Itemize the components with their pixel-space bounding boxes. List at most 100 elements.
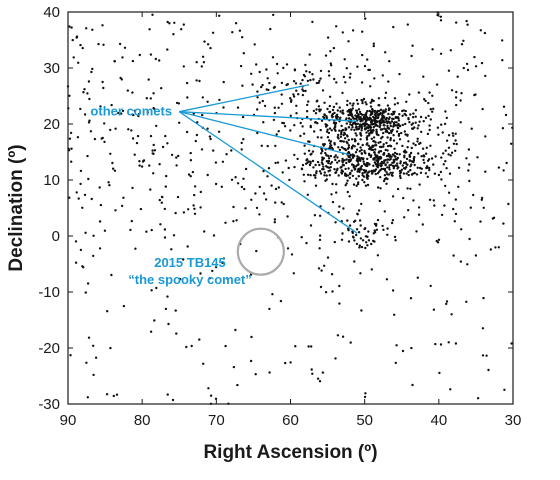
comet-point <box>328 139 331 142</box>
comet-point <box>84 291 88 294</box>
comet-point <box>177 154 180 158</box>
comet-point <box>114 209 117 212</box>
comet-point <box>190 344 193 348</box>
comet-point <box>385 171 388 174</box>
comet-point <box>326 36 330 39</box>
comet-point <box>198 338 201 341</box>
comet-point <box>166 48 169 51</box>
comet-point <box>353 145 356 148</box>
comet-point <box>289 361 292 364</box>
comet-point <box>145 97 148 100</box>
comet-point <box>367 68 370 72</box>
comet-point <box>195 79 198 82</box>
comet-point <box>454 198 457 201</box>
comet-point <box>222 106 225 109</box>
comet-point <box>421 147 425 150</box>
comet-point <box>131 59 135 63</box>
comet-point <box>357 168 360 171</box>
comet-point <box>479 220 482 223</box>
comet-point <box>299 82 302 85</box>
comet-point <box>410 346 413 350</box>
comet-point <box>357 113 360 117</box>
comet-point <box>103 229 107 232</box>
comet-point <box>182 211 186 214</box>
comet-point <box>360 168 363 171</box>
comet-point <box>314 121 317 124</box>
comet-point <box>363 64 367 68</box>
comet-point <box>185 345 188 349</box>
comet-point <box>361 172 364 175</box>
comet-point <box>371 171 374 174</box>
comet-point <box>466 68 470 72</box>
comet-point <box>408 121 411 124</box>
comet-point <box>164 307 168 311</box>
comet-point <box>394 164 397 167</box>
comet-point <box>340 238 344 241</box>
comet-point <box>418 142 421 146</box>
comet-point <box>217 130 221 133</box>
comet-point <box>416 166 419 169</box>
comet-point <box>312 109 316 113</box>
comet-point <box>368 147 371 151</box>
comet-point <box>378 150 381 153</box>
comet-point <box>232 365 236 369</box>
comet-point <box>360 309 363 312</box>
comet-point <box>264 198 268 201</box>
comet-point <box>405 157 409 161</box>
comet-point <box>334 154 337 157</box>
plot-frame <box>67 11 514 405</box>
comet-point <box>318 108 321 111</box>
comet-point <box>358 246 361 249</box>
comet-point <box>391 113 394 116</box>
comet-point <box>84 231 87 234</box>
comet-point <box>481 107 484 111</box>
comet-point <box>404 161 407 164</box>
comet-point <box>224 221 227 224</box>
comet-point <box>359 272 362 275</box>
comet-point <box>331 115 334 119</box>
comet-point <box>418 120 421 123</box>
comet-point <box>395 121 398 124</box>
comet-point <box>380 117 383 121</box>
comet-point <box>356 122 359 126</box>
comet-point <box>360 202 363 206</box>
comet-point <box>174 309 177 312</box>
comet-point <box>305 110 309 113</box>
comet-point <box>465 62 469 66</box>
comet-point <box>411 127 414 130</box>
comet-point <box>309 224 313 227</box>
comet-point <box>357 156 360 159</box>
comet-point <box>94 356 98 359</box>
comet-point <box>505 161 508 165</box>
comet-point <box>445 116 448 120</box>
comet-point <box>87 121 91 124</box>
comet-point <box>379 176 382 179</box>
comet-point <box>445 302 448 306</box>
comet-point <box>101 24 104 27</box>
comet-point <box>351 156 355 159</box>
comet-point <box>331 182 334 186</box>
comet-point <box>72 56 75 59</box>
comet-point <box>321 168 324 171</box>
comet-point <box>333 125 337 128</box>
comet-point <box>386 124 389 128</box>
comet-point <box>444 160 447 163</box>
comet-point <box>149 53 153 56</box>
comet-point <box>98 220 102 223</box>
comet-point <box>355 228 359 231</box>
comet-point <box>441 131 444 134</box>
comet-point <box>111 161 114 165</box>
comet-point <box>389 124 392 128</box>
comet-point <box>334 171 338 174</box>
comet-point <box>384 108 388 111</box>
comet-point <box>331 112 334 116</box>
comet-point <box>314 112 318 115</box>
comet-point <box>365 241 368 244</box>
comet-point <box>445 139 449 142</box>
comet-point <box>465 19 468 23</box>
comet-point <box>331 290 334 293</box>
comet-point <box>320 136 323 139</box>
comet-point <box>439 19 443 22</box>
comet-point <box>457 185 460 188</box>
comet-point <box>382 145 385 148</box>
